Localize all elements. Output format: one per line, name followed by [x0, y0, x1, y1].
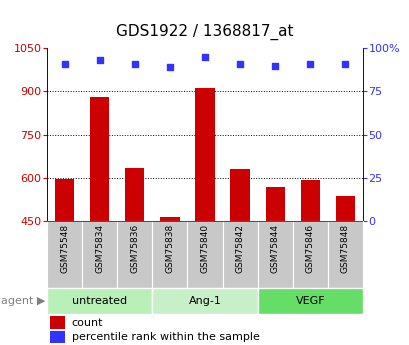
Bar: [195, 88, 214, 221]
Point: [236, 61, 243, 67]
Bar: [335, 196, 354, 221]
Text: GSM75848: GSM75848: [340, 224, 349, 273]
Point: [166, 65, 173, 70]
Point: [96, 58, 103, 63]
Text: VEGF: VEGF: [295, 296, 324, 306]
Bar: [187, 221, 222, 288]
Bar: [230, 169, 249, 221]
Bar: [292, 221, 327, 288]
Point: [61, 61, 68, 67]
Point: [306, 61, 313, 67]
Text: GSM75840: GSM75840: [200, 224, 209, 273]
Bar: [152, 288, 257, 314]
Point: [271, 63, 278, 68]
Bar: [152, 221, 187, 288]
Bar: [50, 316, 65, 329]
Point: [341, 61, 348, 67]
Bar: [300, 180, 319, 221]
Bar: [117, 221, 152, 288]
Point: [131, 61, 138, 67]
Text: GSM75844: GSM75844: [270, 224, 279, 273]
Bar: [50, 331, 65, 344]
Bar: [257, 221, 292, 288]
Text: count: count: [72, 318, 103, 328]
Text: agent ▶: agent ▶: [1, 296, 45, 306]
Text: percentile rank within the sample: percentile rank within the sample: [72, 332, 259, 342]
Bar: [47, 288, 152, 314]
Text: GSM75838: GSM75838: [165, 224, 174, 274]
Bar: [47, 221, 82, 288]
Bar: [257, 288, 362, 314]
Bar: [82, 221, 117, 288]
Text: GSM75836: GSM75836: [130, 224, 139, 274]
Text: untreated: untreated: [72, 296, 127, 306]
Bar: [55, 179, 74, 221]
Text: GSM75842: GSM75842: [235, 224, 244, 273]
Bar: [125, 168, 144, 221]
Bar: [327, 221, 362, 288]
Bar: [265, 187, 284, 221]
Text: Ang-1: Ang-1: [188, 296, 221, 306]
Bar: [222, 221, 257, 288]
Text: GSM75548: GSM75548: [60, 224, 69, 273]
Text: GDS1922 / 1368817_at: GDS1922 / 1368817_at: [116, 23, 293, 40]
Point: [201, 54, 208, 60]
Bar: [160, 217, 179, 221]
Text: GSM75834: GSM75834: [95, 224, 104, 273]
Text: GSM75846: GSM75846: [305, 224, 314, 273]
Bar: [90, 97, 109, 221]
